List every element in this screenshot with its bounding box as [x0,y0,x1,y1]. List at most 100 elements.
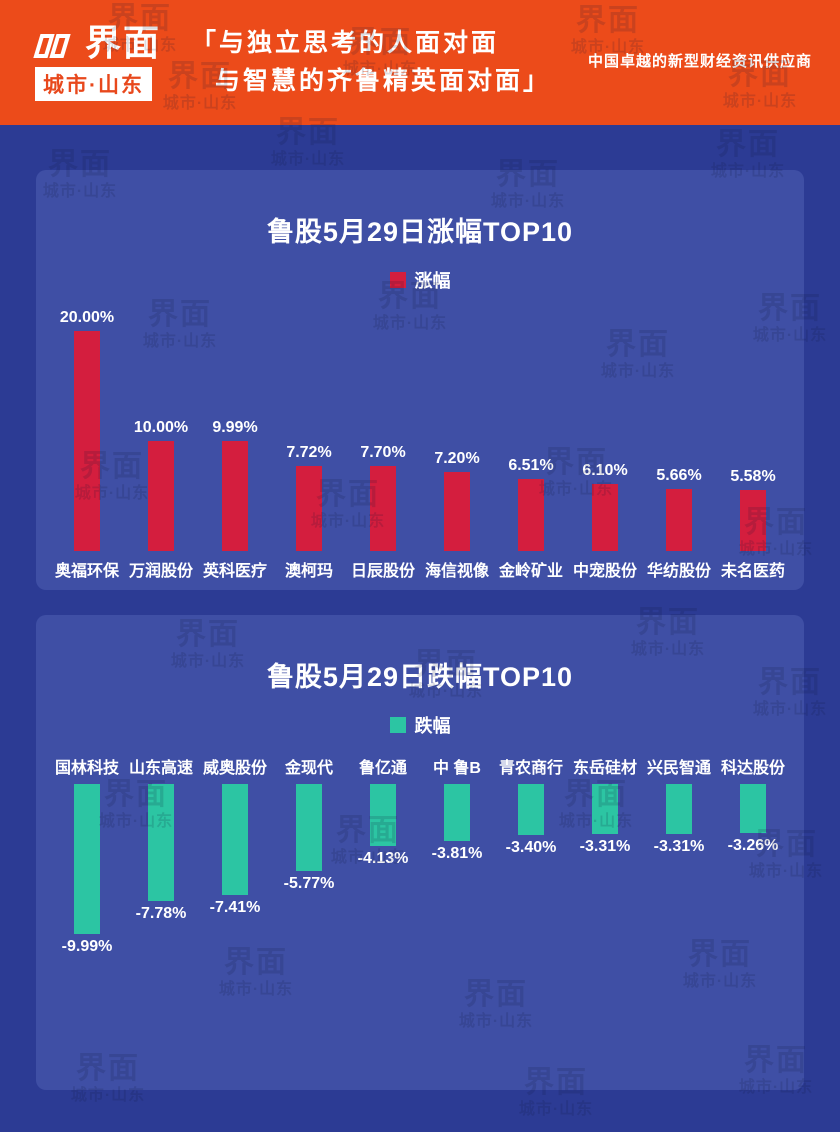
bar-value-label: -9.99% [61,938,113,955]
gainers-legend: 涨幅 [36,267,804,293]
bar-category-label: 威奥股份 [202,760,267,777]
losers-chart-panel: 鲁股5月29日跌幅TOP10 跌幅 国林科技 -9.99% 山东高速 -7.78% 威奥… [36,615,804,1090]
bar [370,784,396,846]
bar-value-label: -4.13% [357,850,409,867]
bar-category-label: 华纺股份 [646,563,711,580]
gainers-chart-title: 鲁股5月29日涨幅TOP10 [266,217,574,247]
gainers-bars: 20.00% 奥福环保 10.00% 万润股份 9.99% 英科医疗 7.72% 澳柯玛 7.7… [36,303,804,581]
bar-value-label: 5.66% [656,467,702,484]
bar-category-label: 鲁亿通 [358,760,407,777]
bar-category-label: 中 鲁B [432,760,481,777]
bar-column: 6.51% 金岭矿业 [494,303,568,581]
bar [740,490,766,551]
bar [740,784,766,833]
bar [370,466,396,551]
bar [222,784,248,895]
bar-category-label: 万润股份 [128,563,193,580]
bar [666,489,692,551]
bar-value-label: -7.78% [135,905,187,922]
bar-category-label: 山东高速 [128,760,193,777]
bar-value-label: -3.81% [431,845,483,862]
losers-legend-label: 跌幅 [414,716,451,736]
brand-name: 界面 [85,21,162,63]
bar-category-label: 科达股份 [720,760,785,777]
slogan-line2: 与智慧的齐鲁精英面对面」 [215,66,552,95]
bar-value-label: 20.00% [59,309,115,326]
bar [74,331,100,551]
losers-bars: 国林科技 -9.99% 山东高速 -7.78% 威奥股份 -7.41% 金现代 -5.77% 鲁… [36,754,804,969]
bar-value-label: 7.72% [286,444,332,461]
bar-category-label: 国林科技 [54,760,119,777]
bar-category-label: 未名医药 [720,563,785,580]
bar-value-label: 9.99% [212,419,258,436]
bar-value-label: 7.70% [360,444,406,461]
bar-value-label: 5.58% [730,468,776,485]
bar-category-label: 兴民智通 [646,760,711,777]
header-slogan: 「与独立思考的人面对面 与智慧的齐鲁精英面对面」 [191,25,551,100]
watermark-region-text: 城市·山东 [270,150,346,168]
bar-category-label: 青农商行 [498,760,563,777]
bar-value-label: 6.10% [582,462,628,479]
bar-category-label: 金岭矿业 [498,563,563,580]
bar-value-label: -3.31% [653,838,705,855]
losers-legend: 跌幅 [36,712,804,738]
bar-column: 兴民智通 -3.31% [642,754,716,969]
bar-column: 7.72% 澳柯玛 [272,303,346,581]
bar-column: 中 鲁B -3.81% [420,754,494,969]
bar-category-label: 日辰股份 [350,563,415,580]
brand-logo: 界面 城市·山东 [26,21,162,101]
gainers-legend-swatch [389,272,406,288]
bar-column: 青农商行 -3.40% [494,754,568,969]
jiemian-logo-icon [33,33,71,58]
bar [592,484,618,551]
bar [148,441,174,551]
header-tagline: 中国卓越的新型财经资讯供应商 [587,53,812,70]
bar-column: 国林科技 -9.99% [50,754,124,969]
bar [666,784,692,834]
bar-column: 10.00% 万润股份 [124,303,198,581]
bar-column: 7.20% 海信视像 [420,303,494,581]
bar-category-label: 金现代 [284,760,333,777]
brand-logo-top: 界面 [26,21,162,63]
bar-column: 科达股份 -3.26% [716,754,790,969]
gainers-chart-panel: 鲁股5月29日涨幅TOP10 涨幅 20.00% 奥福环保 10.00% 万润股份 9.… [36,170,804,590]
bar-value-label: -3.26% [727,837,779,854]
bar-value-label: 10.00% [133,419,189,436]
brand-region-badge: 城市·山东 [35,66,152,101]
bar-value-label: -5.77% [283,875,335,892]
bar [296,466,322,551]
bar-value-label: -7.41% [209,899,261,916]
bar [518,784,544,835]
bar-column: 9.99% 英科医疗 [198,303,272,581]
watermark-brand-text: 界面 [716,128,780,161]
watermark-region-text: 城市·山东 [518,1100,594,1118]
bar [444,472,470,551]
bar [296,784,322,871]
bar [148,784,174,901]
bar-category-label: 中宠股份 [572,563,637,580]
bar [444,784,470,841]
gainers-legend-label: 涨幅 [414,271,451,291]
bar-column: 山东高速 -7.78% [124,754,198,969]
bar-column: 东岳硅材 -3.31% [568,754,642,969]
bar-category-label: 澳柯玛 [284,563,333,580]
bar-value-label: 6.51% [508,457,554,474]
slogan-line1: 「与独立思考的人面对面 [191,29,500,57]
bar-value-label: -3.40% [505,839,557,856]
bar-column: 7.70% 日辰股份 [346,303,420,581]
bar [222,441,248,551]
bar-column: 金现代 -5.77% [272,754,346,969]
bar-column: 威奥股份 -7.41% [198,754,272,969]
bar-column: 20.00% 奥福环保 [50,303,124,581]
bar-value-label: 7.20% [434,450,480,467]
bar [592,784,618,834]
bar-column: 6.10% 中宠股份 [568,303,642,581]
bar-column: 5.66% 华纺股份 [642,303,716,581]
bar-column: 5.58% 未名医药 [716,303,790,581]
losers-legend-swatch [389,717,406,733]
bar-category-label: 东岳硅材 [572,760,637,777]
bar-category-label: 英科医疗 [202,563,267,580]
losers-chart-title: 鲁股5月29日跌幅TOP10 [266,662,574,692]
bar-column: 鲁亿通 -4.13% [346,754,420,969]
